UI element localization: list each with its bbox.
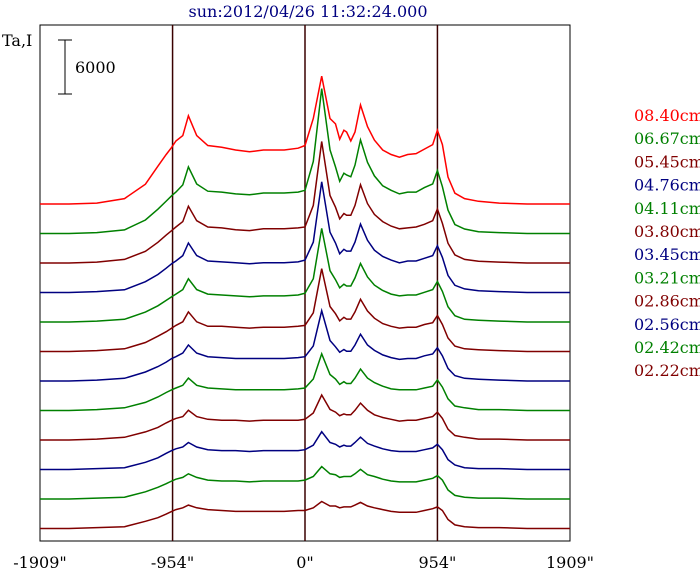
legend-entry: 04.11cm <box>634 199 700 218</box>
x-tick-label: 0" <box>296 553 314 572</box>
reference-lines <box>171 25 439 541</box>
series-line <box>40 465 570 500</box>
x-tick-labels: -1909" -954" 0" 954" 1909" <box>13 553 594 572</box>
legend-entry: 05.45cm <box>634 152 700 171</box>
legend-entry: 03.45cm <box>634 245 700 264</box>
legend-entry: 02.86cm <box>634 292 700 311</box>
series-line <box>40 141 570 264</box>
legend-entry: 06.67cm <box>634 129 700 148</box>
legend-entry: 08.40cm <box>634 106 700 125</box>
series-line <box>40 181 570 294</box>
series-line <box>40 430 570 471</box>
series-line <box>40 228 570 323</box>
series-line <box>40 351 570 412</box>
legend-entry: 03.21cm <box>634 268 700 287</box>
legend-entry: 02.42cm <box>634 338 700 357</box>
legend: 08.40cm 06.67cm 05.45cm 04.76cm 04.11cm 03.80… <box>634 106 700 380</box>
legend-entry: 02.56cm <box>634 315 700 334</box>
series-line <box>40 307 570 382</box>
series-line <box>40 268 570 353</box>
x-tick-label: -1909" <box>13 553 66 572</box>
chart-title: sun:2012/04/26 11:32:24.000 <box>189 2 428 21</box>
series-line <box>40 393 570 441</box>
series-line <box>40 88 570 235</box>
series-line <box>40 76 570 205</box>
series-lines <box>40 76 570 530</box>
legend-entry: 03.80cm <box>634 222 700 241</box>
x-tick-label: -954" <box>151 553 194 572</box>
series-line <box>40 500 570 530</box>
legend-entry: 04.76cm <box>634 176 700 195</box>
x-tick-label: 954" <box>418 553 456 572</box>
x-tick-label: 1909" <box>546 553 594 572</box>
y-axis-label: Ta,I <box>2 31 32 50</box>
scale-bar-label: 6000 <box>75 58 116 77</box>
legend-entry: 02.22cm <box>634 361 700 380</box>
scale-bar: 6000 <box>58 39 116 95</box>
